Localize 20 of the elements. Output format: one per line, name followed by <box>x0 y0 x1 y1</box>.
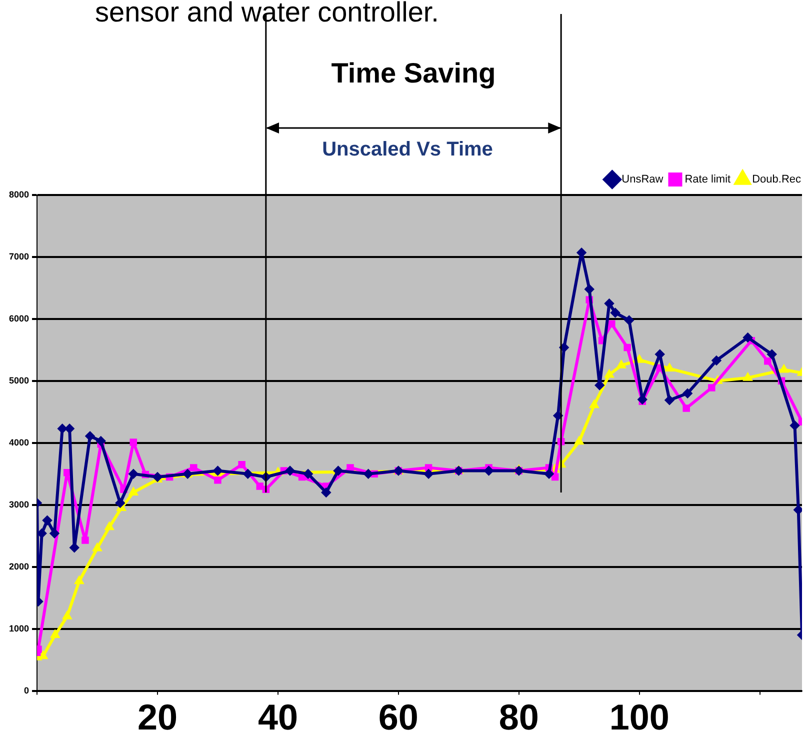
legend-label: Doub.Rec <box>752 174 802 186</box>
chart-title: Unscaled Vs Time <box>322 138 493 161</box>
text: Time Saving <box>331 58 496 89</box>
y-tick-label: 8000 <box>8 189 30 200</box>
y-tick-label: 7000 <box>8 251 30 262</box>
y-tick-label: 0 <box>24 685 30 696</box>
x-tick-label: 100 <box>609 696 670 738</box>
legend-label: Rate limit <box>684 174 731 186</box>
y-tick-label: 4000 <box>8 437 30 448</box>
legend-label: UnsRaw <box>622 174 664 186</box>
y-tick-label: 2000 <box>8 561 30 572</box>
y-tick-label: 3000 <box>8 499 30 510</box>
y-tick-label: 1000 <box>8 623 30 634</box>
y-tick-label: 5000 <box>8 375 30 386</box>
text: sensor and water controller. <box>95 0 439 28</box>
y-tick-label: 6000 <box>8 313 30 324</box>
x-tick-label: 40 <box>258 696 298 738</box>
x-tick-label: 60 <box>378 696 418 738</box>
x-tick-label: 20 <box>137 696 178 738</box>
x-tick-label: 80 <box>498 696 539 738</box>
